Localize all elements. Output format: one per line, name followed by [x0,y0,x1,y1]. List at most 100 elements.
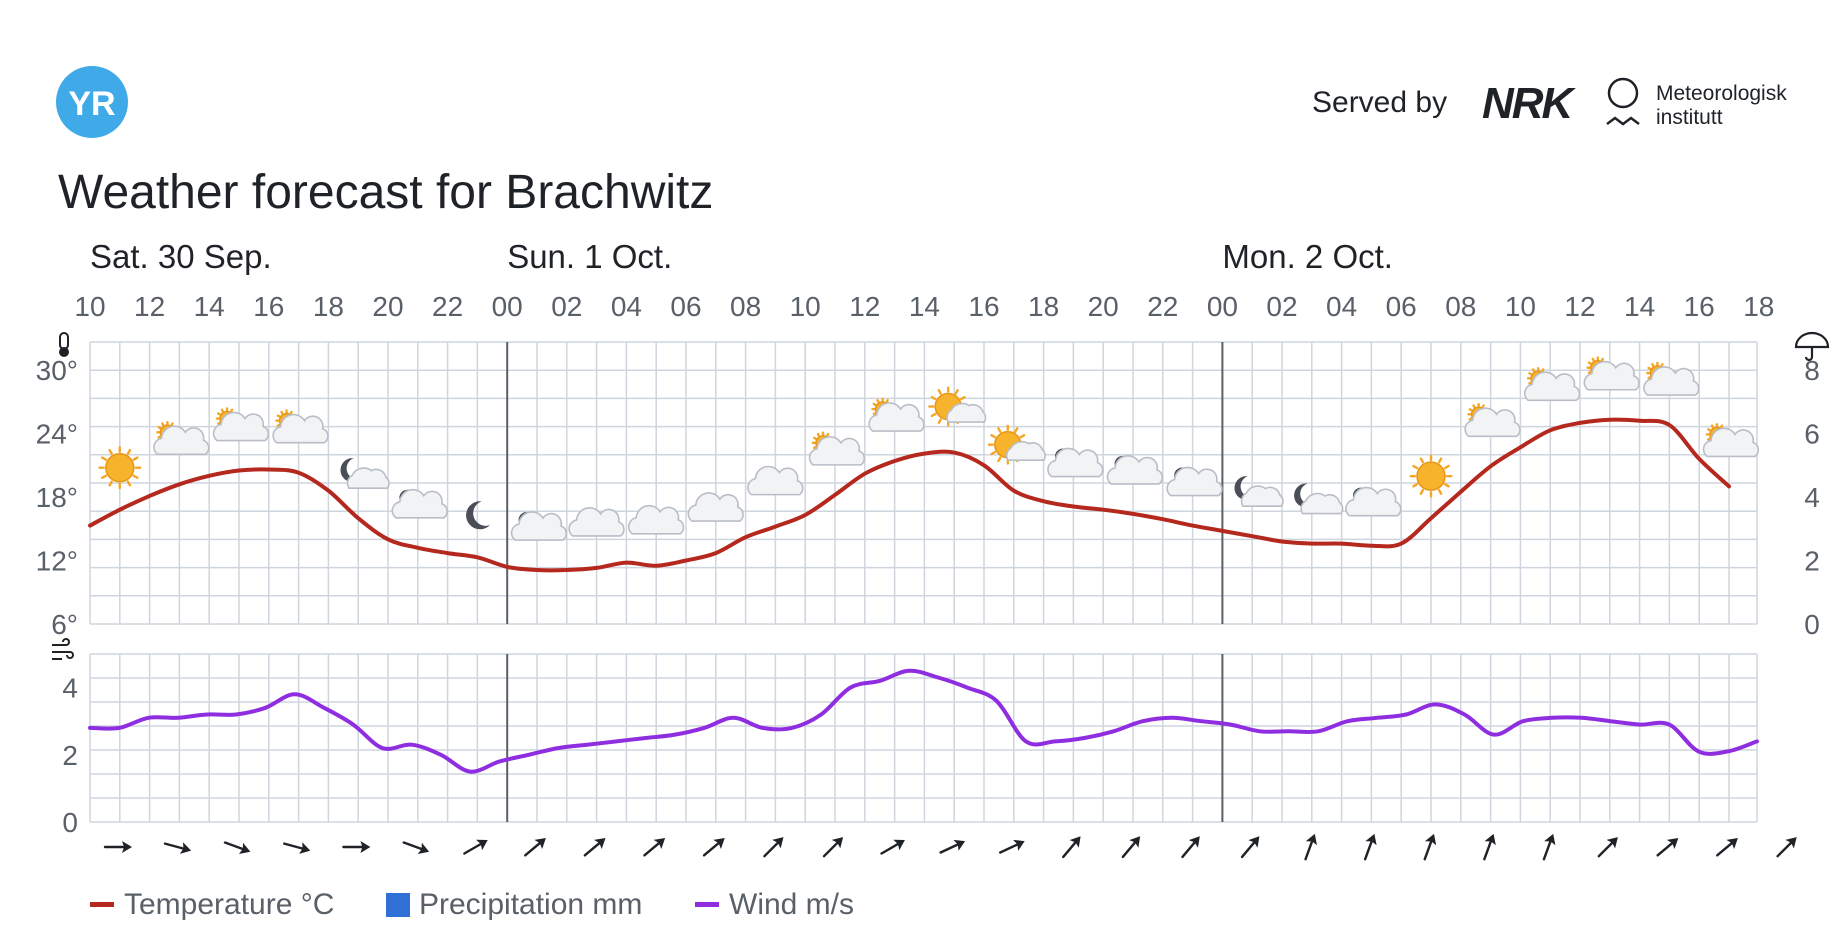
precipitation-axis-labels: 8 6 4 2 0 [1804,355,1820,640]
cloud-shape [1345,486,1402,517]
sun-ray [217,421,222,425]
sun-ray [1481,404,1485,409]
clear-sky-day-icon [1409,454,1453,498]
sun-ray [229,408,234,413]
nrk-logo[interactable]: NRK [1482,79,1579,128]
day-label: Sun. 1 Oct. [507,238,672,275]
sun-ray [930,412,937,418]
fair-night-icon [510,511,568,541]
legend-temperature[interactable]: Temperature °C [90,888,334,921]
sun-ray [990,450,997,456]
hour-tick-label: 18 [1028,291,1059,322]
partly-cloudy-night-icon [1234,476,1284,507]
wind-arrow-head [594,838,606,850]
wind-arrow [1597,837,1618,858]
yr-logo-text: YR [68,85,115,123]
day-labels: Sat. 30 Sep. Sun. 1 Oct. Mon. 2 Oct. [90,238,1393,275]
cloud-shape [1643,366,1700,396]
legend-precipitation-swatch [386,893,410,917]
hour-tick-label: 10 [1505,291,1536,322]
wind-arrow-head [953,839,966,851]
wind-grid [89,653,1758,823]
wind-arrow [1483,833,1496,861]
legend: Temperature °C Precipitation mm Wind m/s [90,888,854,921]
met-institute-logo[interactable]: Meteorologisk institutt [1606,77,1787,129]
wind-arrow [1656,838,1679,857]
legend-wind-label: Wind m/s [729,888,854,921]
wind-icon [52,638,74,660]
sun-ray [1587,361,1593,365]
wind-arrow-head [1666,838,1679,850]
hour-tick-label: 06 [670,291,701,322]
wind-arrow [643,838,666,857]
fair-night-icon [1106,455,1164,485]
sun-ray [872,402,877,407]
legend-wind[interactable]: Wind m/s [695,888,854,921]
sun-ray [813,436,818,441]
temperature-tick-label: 30° [36,355,78,386]
wind-arrow [822,837,844,858]
yr-logo[interactable]: YR [56,66,128,138]
sun-ray [126,480,132,487]
hour-tick-label: 02 [551,291,582,322]
day-label: Mon. 2 Oct. [1222,238,1393,275]
sun-ray [1419,488,1425,495]
wind-arrow-head [1069,836,1081,848]
hour-tick-label: 14 [1624,291,1655,322]
sun-ray [1660,363,1664,368]
cloud-shape [510,511,568,541]
sun-ray [1719,424,1724,429]
wind-direction-arrows [103,833,1797,861]
sun-ray [276,423,281,427]
temperature-tick-label: 6° [51,609,78,640]
wind-arrow-head [1726,838,1738,850]
legend-precipitation[interactable]: Precipitation mm [386,888,642,921]
temperature-line [88,417,1731,573]
cloudy-icon [627,504,685,535]
sun-ray [101,456,108,461]
wind-day-dividers [506,654,1224,822]
partly-cloudy-night-icon [1294,483,1344,515]
sun-ray [1647,375,1652,380]
fair-day-icon [1583,356,1640,391]
sun-ray [1437,457,1443,464]
nrk-logo-text: NRK [1482,79,1577,128]
served-by-label: Served by [1312,86,1447,119]
sun-ray [108,480,113,487]
met-sun-icon [1607,77,1639,109]
sun-ray [876,399,880,404]
wind-tick-label: 2 [62,740,78,771]
wind-arrow-head [1013,839,1025,851]
wind-tick-label: 4 [62,673,78,704]
sun-disc [1416,461,1446,491]
wind-line [88,668,1759,774]
sun-ray [959,395,966,401]
sun-ray [132,456,139,461]
cloud-shape [1166,466,1223,497]
sun-ray [1707,428,1712,432]
wind-arrow-head [122,841,132,853]
cloud-shape [1464,407,1521,438]
wind-arrow-head [713,838,725,850]
wind-arrow [402,841,430,855]
sun-ray [1472,404,1476,409]
sun-ray [813,445,818,450]
moon-shape [466,501,490,530]
wind-tick-label: 0 [62,807,78,838]
precipitation-tick-label: 2 [1804,546,1820,577]
wind-arrow [524,838,546,857]
sun-ray [170,422,174,427]
sun-ray [1412,464,1419,470]
cloud-shape [747,465,804,496]
wind-arrow [1304,833,1318,861]
sun-ray [1412,483,1419,488]
cloud-shape [391,488,448,519]
temperature-tick-label: 12° [36,546,78,577]
wind-arrow-head [476,839,488,851]
temperature-tick-label: 18° [36,482,78,513]
wind-arrow-head [179,842,192,854]
fair-day-icon [808,431,866,466]
wind-arrow-head [534,838,546,850]
hour-tick-label: 08 [1445,291,1476,322]
hour-tick-label: 22 [432,291,463,322]
